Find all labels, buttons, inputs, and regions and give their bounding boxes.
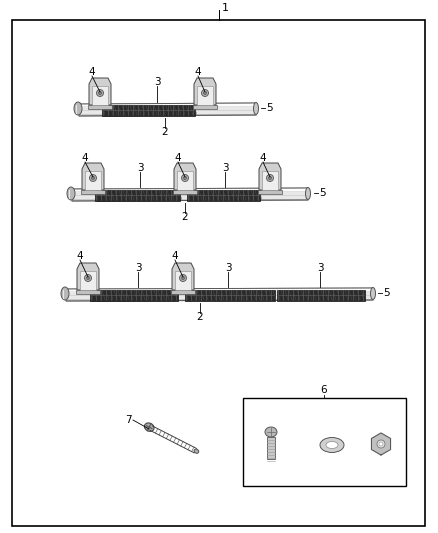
Ellipse shape: [204, 92, 206, 94]
Text: 2: 2: [162, 127, 168, 137]
Polygon shape: [172, 263, 194, 290]
Polygon shape: [262, 171, 278, 190]
Polygon shape: [371, 433, 391, 455]
Ellipse shape: [85, 274, 92, 281]
Ellipse shape: [268, 176, 272, 180]
Bar: [88, 105, 112, 109]
Bar: [187, 190, 260, 200]
Polygon shape: [82, 163, 104, 190]
Ellipse shape: [379, 442, 383, 446]
Ellipse shape: [145, 423, 154, 431]
Polygon shape: [177, 171, 193, 190]
Bar: [173, 190, 197, 194]
Polygon shape: [80, 271, 96, 290]
Bar: [193, 105, 217, 109]
Polygon shape: [174, 163, 196, 190]
Bar: [102, 104, 195, 116]
Ellipse shape: [371, 287, 375, 300]
Bar: [185, 289, 275, 301]
Ellipse shape: [265, 427, 277, 437]
Polygon shape: [85, 171, 101, 190]
Bar: [171, 290, 195, 294]
Text: 4: 4: [77, 251, 83, 261]
Text: 5: 5: [266, 103, 272, 113]
Ellipse shape: [92, 176, 95, 180]
Text: 3: 3: [222, 163, 228, 173]
Bar: [90, 289, 178, 301]
Text: 3: 3: [137, 163, 143, 173]
Polygon shape: [77, 263, 99, 290]
Polygon shape: [92, 86, 108, 105]
Text: 4: 4: [172, 251, 178, 261]
Bar: [243, 398, 406, 486]
Ellipse shape: [99, 92, 102, 94]
Ellipse shape: [61, 287, 69, 300]
Ellipse shape: [89, 174, 96, 182]
Text: 5: 5: [319, 188, 325, 198]
Text: 4: 4: [88, 67, 95, 77]
Ellipse shape: [326, 441, 338, 448]
Ellipse shape: [86, 277, 89, 279]
Text: 4: 4: [82, 153, 88, 163]
Ellipse shape: [184, 176, 187, 180]
Ellipse shape: [201, 90, 208, 96]
Ellipse shape: [320, 438, 344, 453]
Ellipse shape: [254, 102, 258, 115]
Text: 7: 7: [125, 415, 131, 425]
Ellipse shape: [305, 188, 311, 199]
Text: 3: 3: [154, 77, 160, 87]
Bar: [277, 289, 365, 301]
Polygon shape: [79, 103, 256, 116]
Ellipse shape: [180, 274, 187, 281]
Ellipse shape: [67, 187, 75, 200]
Bar: [76, 290, 100, 294]
Text: 2: 2: [182, 212, 188, 222]
Polygon shape: [66, 288, 373, 301]
Text: 2: 2: [197, 312, 203, 322]
Polygon shape: [259, 163, 281, 190]
Text: 5: 5: [383, 288, 390, 298]
Text: 6: 6: [321, 385, 327, 395]
Text: 4: 4: [194, 67, 201, 77]
Bar: [267, 437, 275, 459]
Bar: [258, 190, 282, 194]
Text: 4: 4: [175, 153, 181, 163]
Ellipse shape: [377, 440, 385, 448]
Ellipse shape: [181, 277, 184, 279]
Ellipse shape: [194, 449, 199, 453]
Ellipse shape: [181, 174, 188, 182]
Ellipse shape: [74, 102, 82, 115]
Text: 1: 1: [222, 3, 229, 13]
Bar: [81, 190, 105, 194]
Polygon shape: [72, 188, 308, 201]
Text: 3: 3: [135, 263, 141, 273]
Bar: [95, 190, 180, 200]
Polygon shape: [175, 271, 191, 290]
Ellipse shape: [96, 90, 103, 96]
Text: 3: 3: [317, 263, 323, 273]
Text: 3: 3: [225, 263, 231, 273]
Polygon shape: [197, 86, 213, 105]
Polygon shape: [89, 78, 111, 105]
Text: 4: 4: [260, 153, 266, 163]
Polygon shape: [194, 78, 216, 105]
Ellipse shape: [266, 174, 273, 182]
